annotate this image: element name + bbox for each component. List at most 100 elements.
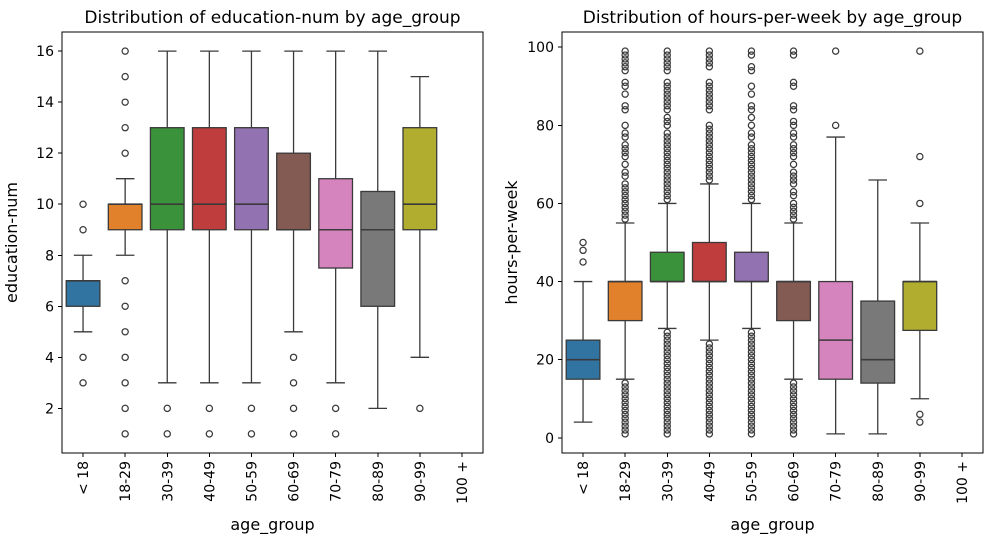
box-group-70-79 [818,47,854,435]
outlier-point [705,375,714,383]
outlier-point [747,152,756,161]
outlier-point [747,164,756,173]
outlier-point [579,238,587,247]
outlier-point [663,98,671,106]
outlier-point [663,414,671,422]
outlier-point [663,176,671,184]
outlier-point [121,123,129,132]
y-tick-label: 2 [45,401,54,417]
outlier-point [747,160,756,169]
outlier-point [705,410,714,419]
outlier-point [663,105,671,114]
outlier-point [621,160,629,169]
outlier-point [705,394,714,403]
outlier-point [621,418,629,426]
outlier-point [121,379,129,387]
outlier-point [916,199,924,208]
outlier-point [663,191,671,200]
outlier-point [663,94,671,102]
outlier-point [79,353,87,362]
outlier-point [705,78,714,87]
outlier-point [747,418,756,426]
outlier-point [747,102,756,110]
outlier-point [747,191,756,200]
outlier-point [79,379,87,387]
outlier-point [121,302,129,311]
outlier-point [789,414,798,422]
outlier-point [663,78,671,87]
y-tick-label: 4 [45,350,54,366]
outlier-point [747,148,756,157]
outlier-point [789,133,798,141]
box [191,127,227,231]
outlier-point [663,410,671,419]
box [733,251,769,283]
outlier-point [705,426,714,434]
outlier-point [747,90,756,98]
outlier-point [747,63,756,71]
box-group-40-49 [191,50,227,438]
outlier-point [747,344,756,352]
outlier-point [663,344,671,352]
outlier-point [663,90,671,98]
outlier-point [621,195,629,204]
outlier-point [663,402,671,411]
x-tick-label: 70-79 [329,461,345,502]
outlier-point [79,226,87,234]
outlier-point [789,398,798,407]
box [860,300,896,384]
outlier-point [663,394,671,403]
x-axis-label: age_group [730,515,814,535]
outlier-point [663,383,671,391]
outlier-point [789,51,798,59]
outlier-point [663,133,671,141]
outlier-point [789,207,798,215]
outlier-point [621,66,629,75]
x-tick-label: 18-29 [118,461,134,502]
outlier-point [663,55,671,63]
outlier-point [705,156,714,165]
outlier-point [621,199,629,208]
outlier-point [747,398,756,407]
outlier-point [663,336,671,344]
outlier-point [789,102,798,110]
outlier-point [747,82,756,91]
outlier-point [705,168,714,176]
outlier-point [663,367,671,376]
outlier-point [663,82,671,91]
outlier-point [621,82,629,91]
outlier-point [663,160,671,169]
outlier-point [663,168,671,176]
x-tick-label: 90-99 [913,461,929,502]
outlier-point [663,86,671,94]
box-group-60-69 [276,50,312,438]
y-tick-label: 80 [536,118,554,134]
y-tick-label: 100 [527,40,554,56]
outlier-point [747,51,756,59]
outlier-point [916,47,924,55]
outlier-point [789,180,798,188]
outlier-point [289,430,298,438]
outlier-point [663,184,671,192]
outlier-point [705,98,714,106]
outlier-point [747,402,756,411]
outlier-point [789,394,798,403]
outlier-point [789,418,798,426]
axes-left: 2 4 6 8 10 12 14 16 < 18 18-29 30-39 40-49 50-59 60-6… [2,8,484,535]
outlier-point [705,137,714,145]
box [233,127,269,231]
outlier-point [621,188,629,196]
outlier-point [121,353,129,362]
outlier-point [705,141,714,149]
outlier-point [621,148,629,157]
outlier-point [663,121,671,130]
outlier-point [705,63,714,71]
x-tick-label: < 18 [576,461,592,495]
outlier-point [747,141,756,149]
x-tick-label: 70-79 [829,461,845,502]
outlier-point [663,348,671,356]
outlier-point [705,387,714,395]
outlier-point [163,430,171,438]
outlier-point [663,180,671,188]
outlier-point [747,105,756,114]
